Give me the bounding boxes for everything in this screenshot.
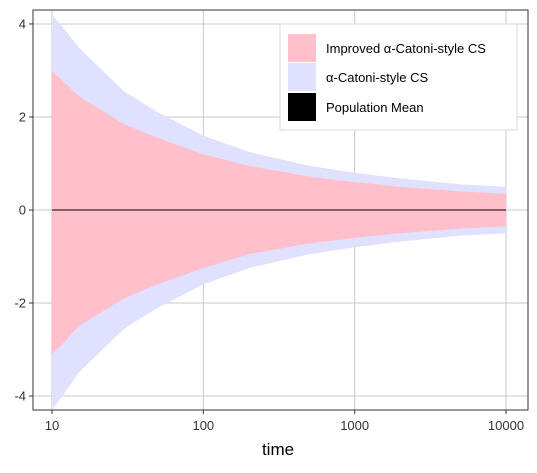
y-tick-label: 2 — [19, 109, 26, 124]
x-tick-label: 100 — [192, 418, 214, 433]
y-tick-label: -2 — [14, 296, 26, 311]
legend-swatch-improved-catoni — [288, 34, 316, 62]
y-tick-label: 4 — [19, 16, 26, 31]
legend-swatch-catoni — [288, 63, 316, 91]
y-tick-label: -4 — [14, 389, 26, 404]
improved-catoni-cs-band — [52, 70, 506, 355]
confidence-bands — [52, 14, 506, 410]
legend-box — [279, 23, 518, 131]
legend: Improved α-Catoni-style CS α-Catoni-styl… — [279, 23, 518, 131]
x-tick-label: 10 — [45, 418, 59, 433]
legend-label-improved-catoni: Improved α-Catoni-style CS — [326, 41, 486, 56]
x-axis-ticks: 10 100 1000 10000 — [45, 410, 524, 433]
y-axis-ticks: -4 -2 0 2 4 — [14, 16, 33, 404]
y-tick-label: 0 — [19, 203, 26, 218]
x-tick-label: 1000 — [340, 418, 369, 433]
legend-label-population-mean: Population Mean — [326, 100, 424, 115]
legend-swatch-population-mean — [288, 93, 316, 121]
legend-label-catoni: α-Catoni-style CS — [326, 70, 428, 85]
x-axis-title: time — [262, 440, 294, 459]
x-tick-label: 10000 — [488, 418, 524, 433]
